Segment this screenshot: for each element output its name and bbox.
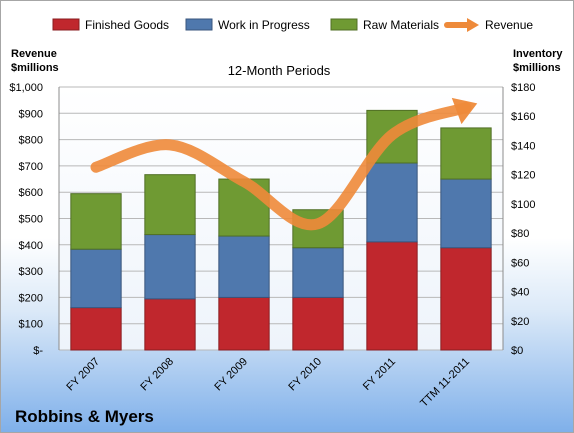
company-name: Robbins & Myers xyxy=(15,407,154,426)
left-tick-label: $400 xyxy=(19,240,43,252)
bar-finished-goods xyxy=(218,296,270,351)
bar-work-in-progress xyxy=(440,178,492,249)
bar-raw-materials xyxy=(144,174,196,236)
right-tick-label: $20 xyxy=(511,316,529,328)
bar-raw-materials xyxy=(70,193,122,250)
x-tick-label: FY 2010 xyxy=(286,356,324,394)
left-tick-label: $800 xyxy=(19,135,43,147)
legend-label-revenue: Revenue xyxy=(485,18,533,32)
left-axis-title-line2: $millions xyxy=(11,62,59,74)
plot-area: $- $100 $200 $300 $400 $500 $600 $700 $800 $900 $1… xyxy=(9,82,535,410)
left-tick-label: $600 xyxy=(19,187,43,199)
x-tick-label: TTM 11-2011 xyxy=(418,356,472,410)
legend-swatch-work-in-progress xyxy=(185,18,213,31)
right-tick-label: $100 xyxy=(511,199,535,211)
right-tick-label: $140 xyxy=(511,140,535,152)
x-tick-label: FY 2009 xyxy=(212,356,250,394)
left-tick-label: $- xyxy=(33,345,43,357)
chart-title: 12-Month Periods xyxy=(228,63,331,78)
left-tick-label: $300 xyxy=(19,266,43,278)
right-tick-label: $80 xyxy=(511,228,529,240)
x-tick-label: FY 2007 xyxy=(64,356,102,394)
right-tick-label: $120 xyxy=(511,170,535,182)
right-tick-label: $160 xyxy=(511,111,535,123)
left-tick-label: $1,000 xyxy=(9,82,43,94)
bar-finished-goods xyxy=(70,307,122,351)
revenue-line xyxy=(90,102,472,231)
legend-swatch-finished-goods xyxy=(52,18,80,31)
right-tick-label: $40 xyxy=(511,287,529,299)
legend: Finished Goods Work in Progress Raw Materi… xyxy=(52,18,533,32)
right-tick-label: $180 xyxy=(511,82,535,94)
bar-finished-goods xyxy=(440,247,492,351)
legend-label-raw-materials: Raw Materials xyxy=(363,18,439,32)
left-tick-label: $200 xyxy=(19,292,43,304)
left-tick-label: $500 xyxy=(19,214,43,226)
legend-label-finished-goods: Finished Goods xyxy=(85,18,169,32)
left-tick-label: $700 xyxy=(19,161,43,173)
right-axis-title-line1: Inventory xyxy=(513,48,563,60)
bar-work-in-progress xyxy=(144,234,196,300)
bar-raw-materials xyxy=(440,127,492,180)
right-axis-title-line2: $millions xyxy=(513,62,561,74)
x-tick-label: FY 2011 xyxy=(361,356,398,393)
legend-label-work-in-progress: Work in Progress xyxy=(218,18,310,32)
right-tick-label: $60 xyxy=(511,257,529,269)
x-tick-label: FY 2008 xyxy=(138,356,176,394)
left-tick-label: $900 xyxy=(19,108,43,120)
left-tick-label: $100 xyxy=(19,319,43,331)
legend-swatch-raw-materials xyxy=(330,18,358,31)
bar-finished-goods xyxy=(292,296,344,351)
revenue-arrowhead xyxy=(451,97,478,125)
bar-work-in-progress xyxy=(70,248,122,309)
bar-finished-goods xyxy=(144,298,196,351)
right-tick-label: $0 xyxy=(511,345,523,357)
bar-work-in-progress xyxy=(218,235,270,298)
legend-arrow-icon xyxy=(467,18,479,32)
bar-work-in-progress xyxy=(366,162,418,243)
bar-finished-goods xyxy=(366,241,418,351)
left-axis-title-line1: Revenue xyxy=(11,48,57,60)
bar-work-in-progress xyxy=(292,247,344,298)
